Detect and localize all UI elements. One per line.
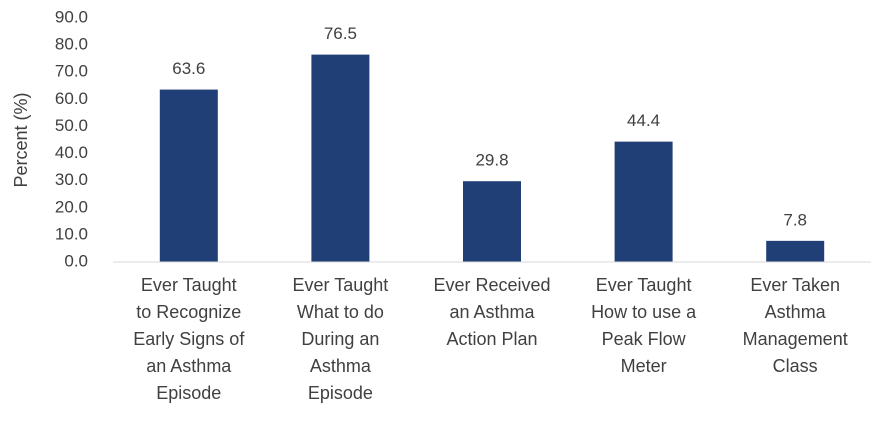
y-tick-label: 90.0 (55, 7, 88, 26)
y-tick-label: 60.0 (55, 89, 88, 108)
x-tick-label: Ever Taught How to use a Peak Flow Meter (591, 275, 697, 376)
data-label: 63.6 (172, 59, 205, 78)
bar (159, 89, 218, 262)
y-tick-label: 40.0 (55, 143, 88, 162)
y-tick-label: 30.0 (55, 170, 88, 189)
x-tick-label: Ever Taken Asthma Management Class (742, 275, 848, 376)
y-tick-label: 0.0 (64, 251, 88, 270)
data-label: 44.4 (627, 111, 660, 130)
bar (614, 141, 673, 262)
x-tick-label: Ever Taught What to do During an Asthma … (292, 275, 389, 403)
y-tick-label: 70.0 (55, 62, 88, 81)
x-tick-label: Ever Received an Asthma Action Plan (433, 275, 551, 349)
bar (463, 181, 521, 262)
y-tick-label: 80.0 (55, 35, 88, 54)
x-tick-label: Ever Taught to Recognize Early Signs of … (133, 275, 245, 403)
y-tick-label: 10.0 (55, 224, 88, 243)
data-label: 76.5 (324, 24, 357, 43)
data-label: 7.8 (783, 210, 807, 229)
y-tick-label: 20.0 (55, 197, 88, 216)
y-axis-label: Percent (%) (11, 92, 31, 187)
bar (311, 54, 370, 262)
data-label: 29.8 (475, 151, 508, 170)
bar (766, 240, 825, 262)
y-tick-label: 50.0 (55, 116, 88, 135)
